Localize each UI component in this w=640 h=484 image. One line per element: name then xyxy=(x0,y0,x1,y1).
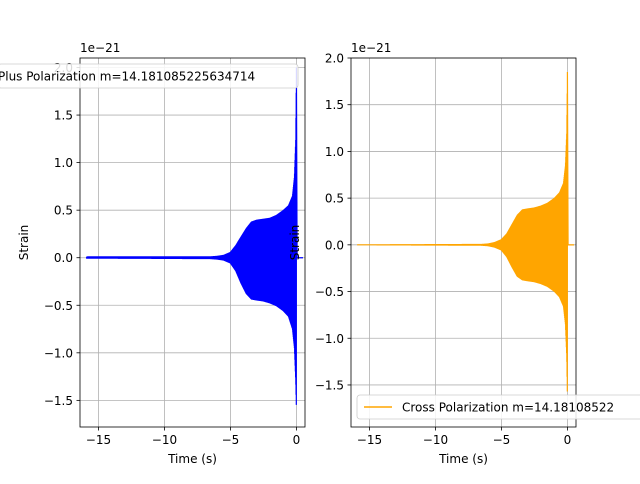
y-tick-label: −0.5 xyxy=(44,299,73,313)
y-tick-label: 2.0 xyxy=(325,52,344,66)
plus-polarization-axes: −15−10−50−1.5−1.0−0.50.00.51.01.52.01e−2… xyxy=(0,41,306,466)
offset-text: 1e−21 xyxy=(80,41,120,55)
axes-frame xyxy=(79,57,306,428)
x-axis-label: Time (s) xyxy=(438,452,488,466)
legend-box xyxy=(356,394,640,420)
x-tick-label: −10 xyxy=(423,433,448,447)
x-tick-label: −15 xyxy=(86,433,111,447)
x-tick-label: −15 xyxy=(357,433,382,447)
y-tick-label: −1.5 xyxy=(315,378,344,392)
x-tick-label: −5 xyxy=(222,433,240,447)
axes-frame xyxy=(350,57,577,428)
y-tick-label: 0.5 xyxy=(54,204,73,218)
x-tick-label: 0 xyxy=(564,433,572,447)
y-axis-label: Strain xyxy=(17,225,31,261)
strain-series-line xyxy=(86,67,304,405)
y-tick-label: −1.0 xyxy=(44,346,73,360)
legend: Plus Polarization m=14.181085225634714 xyxy=(0,63,299,89)
legend: Cross Polarization m=14.18108522 xyxy=(356,394,640,420)
x-axis-label: Time (s) xyxy=(167,452,217,466)
cross-polarization-axes: −15 −10 −5 0 −1.5 −1.0 −0.5 0.0 0.5 1.0 1.5 2.0 1e−2… xyxy=(288,41,640,466)
y-tick-label: −1.5 xyxy=(44,394,73,408)
y-tick-label: 0.5 xyxy=(325,192,344,206)
legend-label: Plus Polarization m=14.181085225634714 xyxy=(0,70,255,84)
y-tick-label: −0.5 xyxy=(315,285,344,299)
y-tick-label: 1.5 xyxy=(54,109,73,123)
x-tick-label: −10 xyxy=(152,433,177,447)
offset-text: 1e−21 xyxy=(351,41,391,55)
y-tick-label: 0.0 xyxy=(54,251,73,265)
y-tick-label: −1.0 xyxy=(315,332,344,346)
y-tick-label: 0.0 xyxy=(325,238,344,252)
y-tick-label: 1.0 xyxy=(325,145,344,159)
y-tick-label: 1.5 xyxy=(325,98,344,112)
strain-series-line xyxy=(357,72,575,392)
y-tick-label: 1.0 xyxy=(54,156,73,170)
legend-box xyxy=(0,63,299,89)
x-tick-label: 0 xyxy=(293,433,301,447)
x-tick-label: −5 xyxy=(493,433,511,447)
legend-label: Cross Polarization m=14.18108522 xyxy=(402,401,614,415)
y-axis-label: Strain xyxy=(288,225,302,261)
